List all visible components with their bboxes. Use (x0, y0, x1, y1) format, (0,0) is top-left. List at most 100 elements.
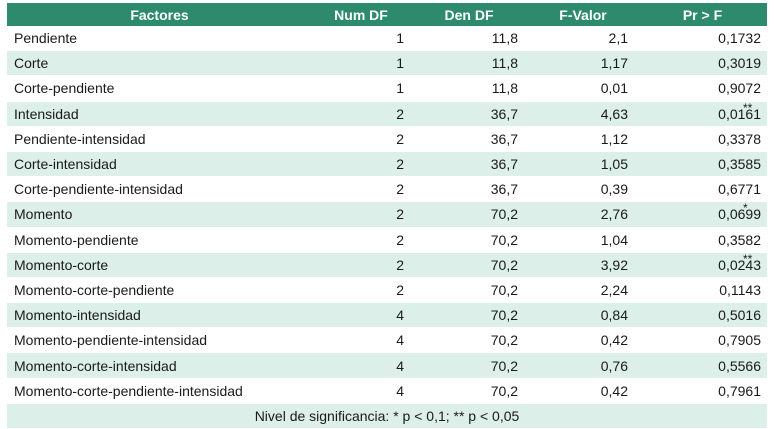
table-row: Corte-pendiente-intensidad 2 36,7 0,39 0,677… (7, 176, 767, 203)
pr-f-cell: 0,0243 ** (638, 251, 767, 278)
header-num-df: Num DF (312, 3, 410, 26)
pr-f-cell: 0,1143 (638, 277, 767, 304)
f-valor-cell: 1,04 (528, 227, 638, 253)
pr-f-cell: 0,1732 (638, 26, 767, 52)
num-df-cell: 4 (312, 302, 410, 329)
num-df-cell: 2 (312, 151, 410, 178)
factor-cell: Momento (7, 201, 312, 228)
p-value: 0,5566 (718, 357, 761, 374)
f-valor-cell: 1,17 (528, 50, 638, 77)
num-df-cell: 2 (312, 101, 410, 127)
den-df-cell: 36,7 (410, 151, 528, 178)
factor-cell: Momento-corte-pendiente-intensidad (7, 378, 312, 404)
num-df-cell: 1 (312, 50, 410, 77)
table-row: Momento-corte-pendiente 2 70,2 2,24 0,1143 (7, 277, 767, 304)
significance-marker: * (743, 201, 748, 216)
num-df-cell: 2 (312, 227, 410, 253)
p-value: 0,3585 (718, 156, 761, 173)
pr-f-cell: 0,9072 (638, 75, 767, 102)
pr-f-cell: 0,0699 * (638, 201, 767, 228)
num-df-cell: 1 (312, 26, 410, 52)
p-value: 0,1732 (718, 30, 761, 47)
den-df-cell: 11,8 (410, 75, 528, 102)
table-row: Corte 1 11,8 1,17 0,3019 (7, 50, 767, 77)
f-valor-cell: 0,76 (528, 352, 638, 379)
p-value: 0,1143 (719, 281, 761, 298)
factor-cell: Pendiente (7, 26, 312, 52)
factor-cell: Corte (7, 50, 312, 77)
f-valor-cell: 0,01 (528, 75, 638, 102)
f-valor-cell: 1,12 (528, 126, 638, 152)
pr-f-cell: 0,3585 (638, 151, 767, 178)
pr-f-cell: 0,3378 (638, 126, 767, 152)
p-value: 0,6771 (718, 181, 761, 198)
header-pr-f: Pr > F (638, 3, 767, 26)
factor-cell: Intensidad (7, 101, 312, 127)
den-df-cell: 70,2 (410, 277, 528, 304)
den-df-cell: 70,2 (410, 302, 528, 329)
header-den-df: Den DF (410, 3, 528, 26)
den-df-cell: 11,8 (410, 26, 528, 52)
num-df-cell: 4 (312, 352, 410, 379)
num-df-cell: 2 (312, 252, 410, 278)
den-df-cell: 36,7 (410, 101, 528, 127)
den-df-cell: 70,2 (410, 352, 528, 379)
num-df-cell: 1 (312, 75, 410, 102)
den-df-cell: 70,2 (410, 227, 528, 253)
header-f-valor: F-Valor (528, 3, 638, 26)
num-df-cell: 4 (312, 327, 410, 354)
pr-f-cell: 0,3582 (638, 227, 767, 253)
significance-marker: ** (743, 251, 753, 266)
pr-f-cell: 0,6771 (638, 176, 767, 203)
factor-cell: Momento-pendiente-intensidad (7, 327, 312, 354)
den-df-cell: 36,7 (410, 126, 528, 152)
table-body: Pendiente 1 11,8 2,1 0,1732 Corte 1 11,8 1,17 0,3… (7, 26, 767, 404)
pr-f-cell: 0,7961 (638, 378, 767, 404)
factor-cell: Momento-pendiente (7, 227, 312, 253)
p-value: 0,0699 (718, 206, 761, 223)
pr-f-cell: 0,0161 ** (638, 100, 767, 127)
table-row: Corte-pendiente 1 11,8 0,01 0,9072 (7, 75, 767, 102)
den-df-cell: 70,2 (410, 378, 528, 404)
footnote-row: Nivel de significancia: * p < 0,1; ** p … (7, 403, 767, 429)
footnote: Nivel de significancia: * p < 0,1; ** p … (7, 403, 767, 429)
p-value: 0,7961 (718, 382, 761, 399)
factor-cell: Pendiente-intensidad (7, 126, 312, 152)
num-df-cell: 2 (312, 126, 410, 152)
table-row: Momento-pendiente 2 70,2 1,04 0,3582 (7, 227, 767, 253)
p-value: 0,0243 (718, 256, 761, 273)
anova-table: Factores Num DF Den DF F-Valor Pr > F Pe… (7, 3, 767, 429)
factor-cell: Momento-corte (7, 252, 312, 278)
factor-cell: Corte-pendiente (7, 75, 312, 102)
f-valor-cell: 2,1 (528, 26, 638, 52)
den-df-cell: 36,7 (410, 176, 528, 203)
factor-cell: Corte-pendiente-intensidad (7, 176, 312, 203)
num-df-cell: 2 (312, 176, 410, 203)
table-row: Momento-corte 2 70,2 3,92 0,0243 ** (7, 251, 767, 278)
table-row: Momento-pendiente-intensidad 4 70,2 0,42 0,7… (7, 327, 767, 354)
f-valor-cell: 0,42 (528, 378, 638, 404)
num-df-cell: 4 (312, 378, 410, 404)
table-row: Corte-intensidad 2 36,7 1,05 0,3585 (7, 151, 767, 178)
factor-cell: Momento-intensidad (7, 302, 312, 329)
table-row: Momento-intensidad 4 70,2 0,84 0,5016 (7, 302, 767, 329)
den-df-cell: 70,2 (410, 201, 528, 228)
p-value: 0,7905 (718, 332, 761, 349)
f-valor-cell: 0,42 (528, 327, 638, 354)
den-df-cell: 70,2 (410, 327, 528, 354)
table-row: Intensidad 2 36,7 4,63 0,0161 ** (7, 100, 767, 127)
factor-cell: Corte-intensidad (7, 151, 312, 178)
factor-cell: Momento-corte-intensidad (7, 352, 312, 379)
f-valor-cell: 4,63 (528, 101, 638, 127)
num-df-cell: 2 (312, 201, 410, 228)
pr-f-cell: 0,3019 (638, 50, 767, 77)
den-df-cell: 70,2 (410, 252, 528, 278)
significance-marker: ** (743, 100, 753, 115)
table-row: Pendiente-intensidad 2 36,7 1,12 0,3378 (7, 126, 767, 152)
f-valor-cell: 1,05 (528, 151, 638, 178)
f-valor-cell: 2,24 (528, 277, 638, 304)
header-factores: Factores (7, 3, 312, 26)
pr-f-cell: 0,5016 (638, 302, 767, 329)
anova-table-container: Factores Num DF Den DF F-Valor Pr > F Pe… (7, 3, 767, 429)
f-valor-cell: 0,84 (528, 302, 638, 329)
